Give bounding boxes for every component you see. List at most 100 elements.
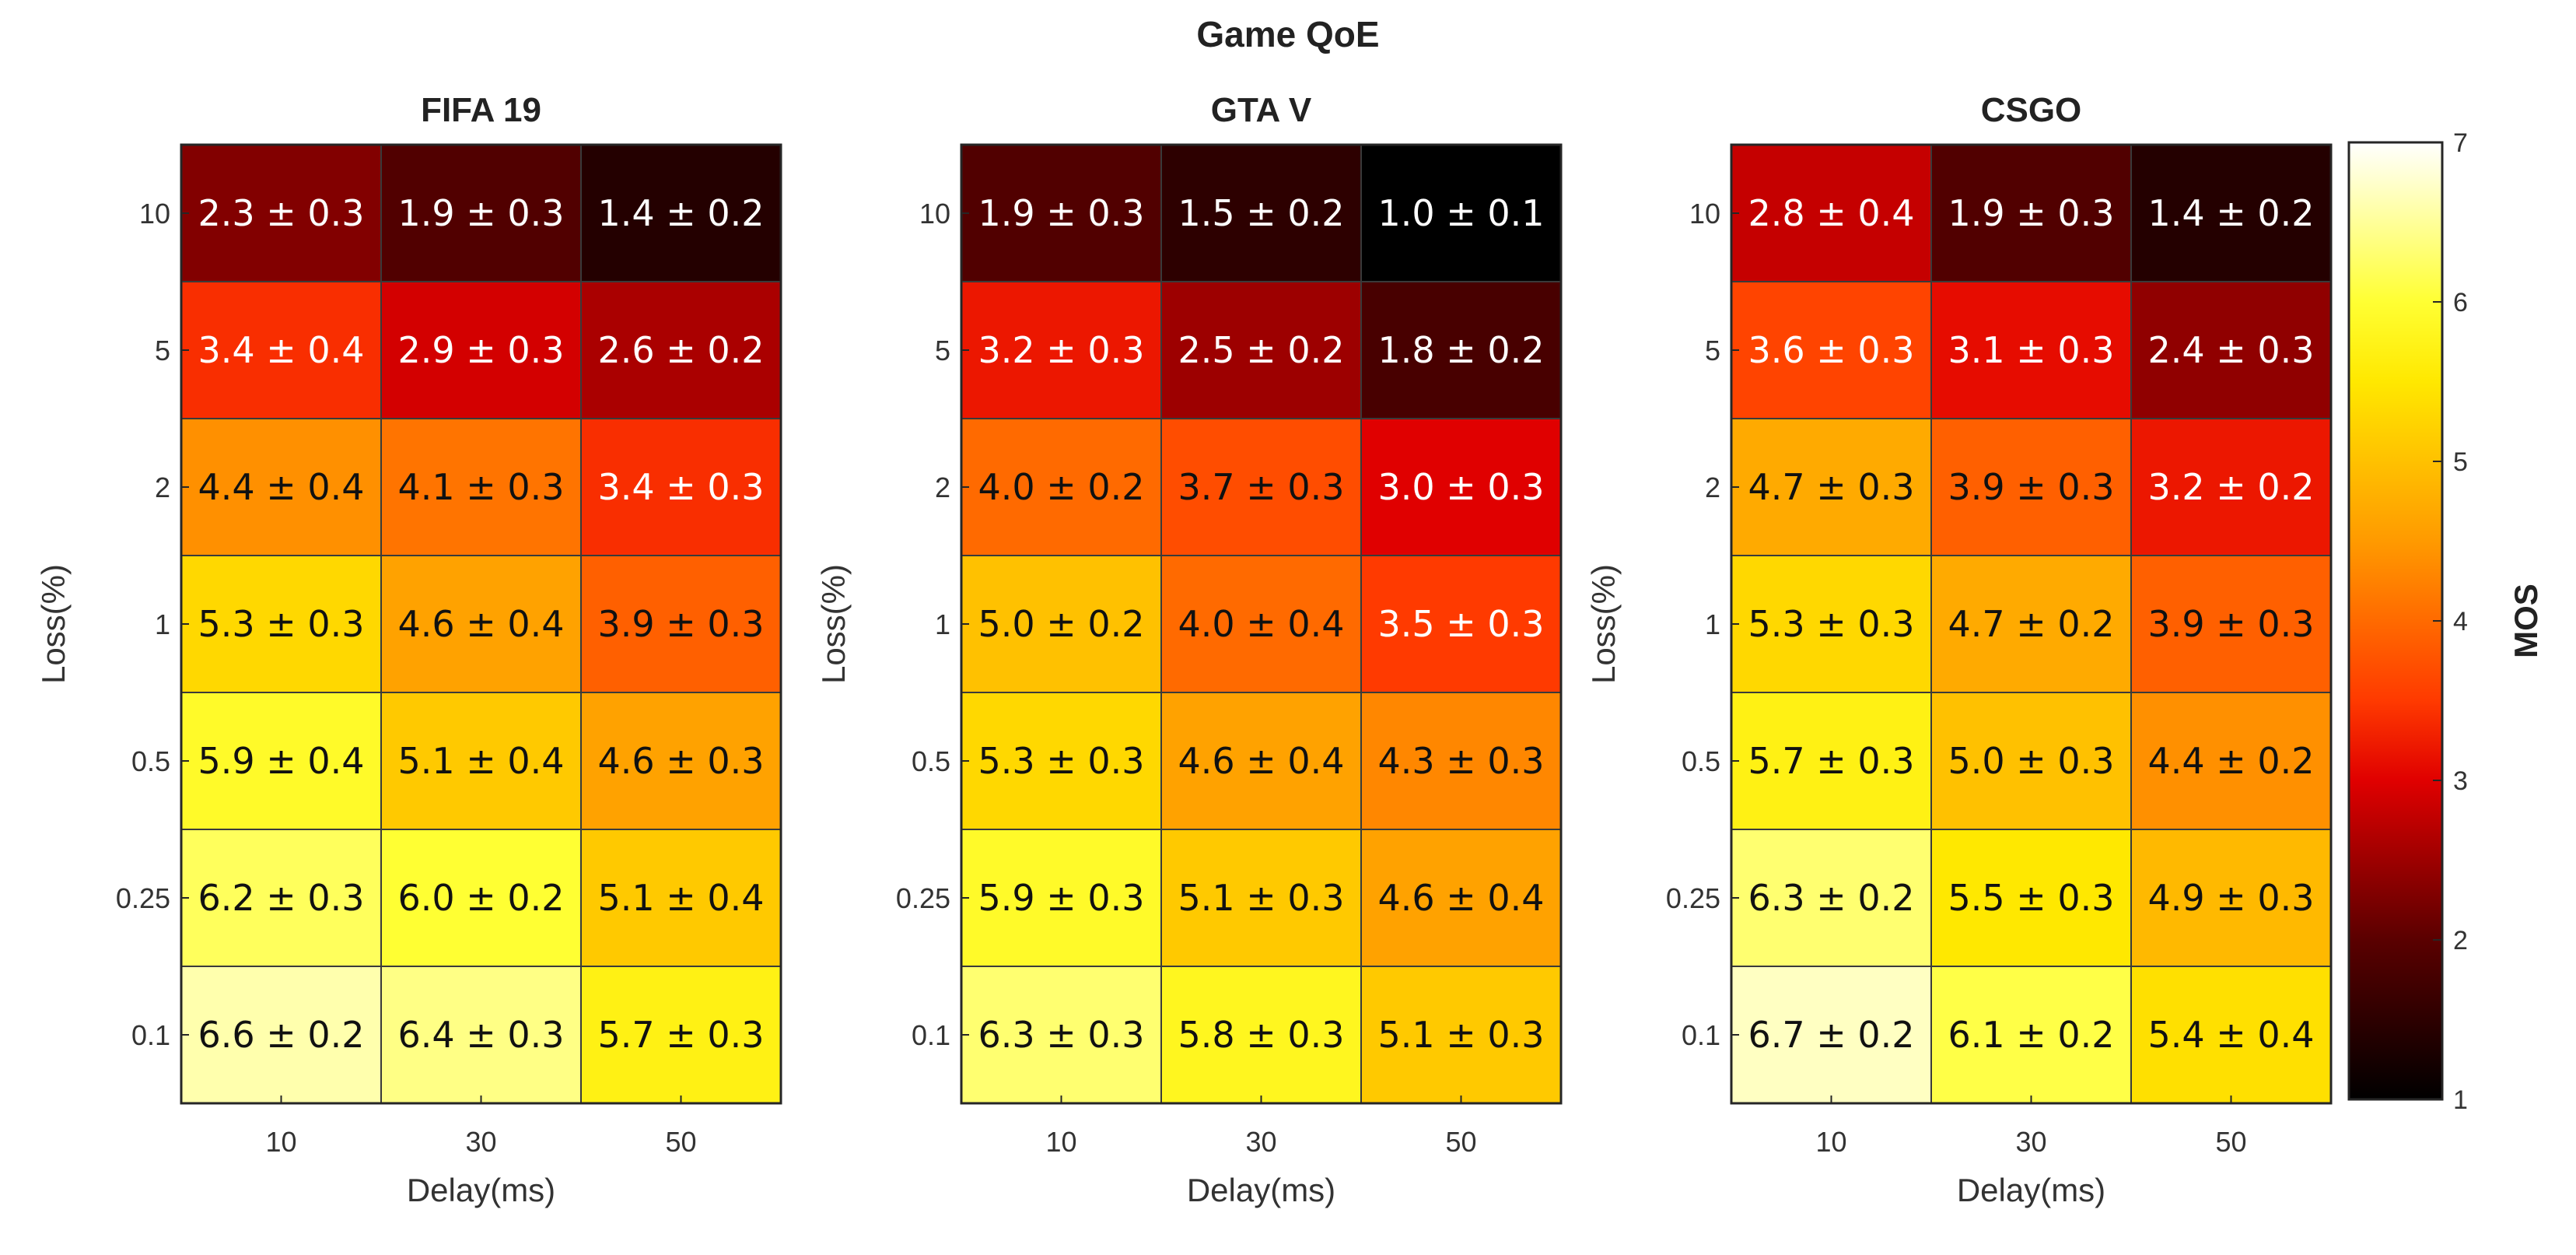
y-tick-label: 0.1 bbox=[1682, 1019, 1720, 1051]
colorbar-label: MOS bbox=[2508, 584, 2544, 658]
cell-value-label: 2.6 ± 0.2 bbox=[597, 329, 764, 371]
heatmap-cell bbox=[1731, 144, 1932, 282]
panel-title: GTA V bbox=[1211, 91, 1312, 129]
heatmap-cell bbox=[180, 281, 382, 419]
cell-value-label: 2.9 ± 0.3 bbox=[397, 329, 564, 371]
cell-value-label: 5.5 ± 0.3 bbox=[1948, 877, 2114, 919]
y-axis-label: Loss(%) bbox=[35, 564, 72, 684]
y-tick-label: 0.1 bbox=[912, 1019, 950, 1051]
cell-value-label: 2.4 ± 0.3 bbox=[2147, 329, 2314, 371]
cell-value-label: 1.5 ± 0.2 bbox=[1178, 192, 1344, 234]
y-axis-label: Loss(%) bbox=[1585, 564, 1622, 684]
heatmap-cell bbox=[580, 829, 782, 967]
y-tick-label: 10 bbox=[1689, 198, 1720, 230]
cell-value-label: 5.1 ± 0.3 bbox=[1178, 877, 1344, 919]
x-tick-label: 30 bbox=[1245, 1126, 1276, 1158]
cell-value-label: 5.9 ± 0.3 bbox=[978, 877, 1144, 919]
heatmap-cell bbox=[2130, 829, 2332, 967]
cell-value-label: 5.8 ± 0.3 bbox=[1178, 1014, 1344, 1056]
heatmap-cell bbox=[180, 692, 382, 830]
heatmap-cell bbox=[1360, 281, 1562, 419]
x-tick-label: 10 bbox=[265, 1126, 296, 1158]
heatmap-cell bbox=[580, 692, 782, 830]
y-tick-label: 10 bbox=[919, 198, 950, 230]
cell-value-label: 6.3 ± 0.2 bbox=[1748, 877, 1914, 919]
x-tick-label: 10 bbox=[1045, 1126, 1076, 1158]
cell-value-label: 5.3 ± 0.3 bbox=[1748, 603, 1914, 645]
heatmap-cell bbox=[1360, 829, 1562, 967]
heatmap-panels: FIFA 19 2.3 ± 0.3 1.9 ± 0.3 1.4 ± 0.2 3.4 ± … bbox=[35, 91, 2333, 1208]
x-tick-label: 50 bbox=[665, 1126, 696, 1158]
cell-value-label: 3.2 ± 0.3 bbox=[978, 329, 1144, 371]
heatmap-panel: FIFA 19 2.3 ± 0.3 1.9 ± 0.3 1.4 ± 0.2 3.4 ± … bbox=[35, 91, 782, 1208]
cell-value-label: 6.7 ± 0.2 bbox=[1748, 1014, 1914, 1056]
heatmap-cell bbox=[1160, 829, 1362, 967]
heatmap-cell bbox=[2130, 555, 2332, 693]
heatmap-cell bbox=[380, 966, 582, 1104]
heatmap-cell bbox=[1160, 692, 1362, 830]
cell-value-label: 5.3 ± 0.3 bbox=[978, 740, 1144, 782]
y-tick-label: 0.25 bbox=[1666, 882, 1720, 914]
heatmap-cell bbox=[2130, 281, 2332, 419]
colorbar-tick-label: 6 bbox=[2453, 288, 2468, 317]
cell-value-label: 5.0 ± 0.3 bbox=[1948, 740, 2114, 782]
heatmap-cell bbox=[1160, 144, 1362, 282]
heatmap-cell bbox=[1360, 418, 1562, 556]
cell-value-label: 2.3 ± 0.3 bbox=[198, 192, 364, 234]
heatmap-panel: CSGO 2.8 ± 0.4 1.9 ± 0.3 1.4 ± 0.2 3.6 ± 0.3… bbox=[1585, 91, 2333, 1208]
colorbar-tick-label: 5 bbox=[2453, 447, 2468, 477]
y-tick-label: 5 bbox=[155, 335, 170, 366]
cell-value-label: 6.0 ± 0.2 bbox=[397, 877, 564, 919]
cell-value-label: 4.7 ± 0.2 bbox=[1948, 603, 2114, 645]
y-tick-label: 0.5 bbox=[912, 745, 950, 777]
y-tick-label: 0.5 bbox=[131, 745, 170, 777]
y-tick-label: 1 bbox=[1705, 608, 1720, 640]
y-tick-label: 5 bbox=[1705, 335, 1720, 366]
heatmap-cell bbox=[180, 555, 382, 693]
heatmap-cell bbox=[1731, 281, 1932, 419]
heatmap-cell bbox=[1360, 966, 1562, 1104]
heatmap-cell bbox=[180, 144, 382, 282]
heatmap-cell bbox=[380, 281, 582, 419]
colorbar: 1 2 3 4 5 6 7 MOS bbox=[2347, 128, 2544, 1115]
cell-value-label: 5.7 ± 0.3 bbox=[597, 1014, 764, 1056]
heatmap-cell bbox=[961, 966, 1162, 1104]
heatmap-cell bbox=[580, 281, 782, 419]
cell-value-label: 3.0 ± 0.3 bbox=[1377, 466, 1544, 508]
y-tick-label: 0.1 bbox=[131, 1019, 170, 1051]
y-tick-label: 2 bbox=[1705, 472, 1720, 503]
heatmap-cell bbox=[1360, 144, 1562, 282]
y-tick-label: 1 bbox=[935, 608, 950, 640]
cell-value-label: 5.3 ± 0.3 bbox=[198, 603, 364, 645]
cell-value-label: 4.0 ± 0.2 bbox=[978, 466, 1144, 508]
cell-value-label: 1.4 ± 0.2 bbox=[2147, 192, 2314, 234]
heatmap-cell bbox=[1160, 418, 1362, 556]
cell-value-label: 6.3 ± 0.3 bbox=[978, 1014, 1144, 1056]
y-tick-label: 5 bbox=[935, 335, 950, 366]
cell-value-label: 3.5 ± 0.3 bbox=[1377, 603, 1544, 645]
cell-value-label: 5.7 ± 0.3 bbox=[1748, 740, 1914, 782]
cell-value-label: 4.6 ± 0.4 bbox=[1377, 877, 1544, 919]
cell-value-label: 3.2 ± 0.2 bbox=[2147, 466, 2314, 508]
colorbar-tick-label: 4 bbox=[2453, 607, 2468, 636]
cell-value-label: 4.6 ± 0.3 bbox=[597, 740, 764, 782]
cell-value-label: 1.9 ± 0.3 bbox=[1948, 192, 2114, 234]
cell-value-label: 4.9 ± 0.3 bbox=[2147, 877, 2314, 919]
heatmap-cell bbox=[380, 829, 582, 967]
heatmap-cell bbox=[1360, 555, 1562, 693]
cell-value-label: 6.2 ± 0.3 bbox=[198, 877, 364, 919]
cell-value-label: 5.0 ± 0.2 bbox=[978, 603, 1144, 645]
cell-value-label: 4.4 ± 0.4 bbox=[198, 466, 364, 508]
colorbar-gradient bbox=[2347, 141, 2444, 1101]
y-tick-label: 2 bbox=[155, 472, 170, 503]
cell-value-label: 5.1 ± 0.3 bbox=[1377, 1014, 1544, 1056]
x-tick-label: 50 bbox=[1445, 1126, 1476, 1158]
cell-value-label: 3.9 ± 0.3 bbox=[2147, 603, 2314, 645]
heatmap-cell bbox=[1930, 966, 2132, 1104]
heatmap-cell bbox=[961, 555, 1162, 693]
heatmap-cell bbox=[1731, 966, 1932, 1104]
figure-title: Game QoE bbox=[1196, 14, 1379, 54]
heatmap-cell bbox=[961, 144, 1162, 282]
y-tick-label: 0.25 bbox=[896, 882, 950, 914]
